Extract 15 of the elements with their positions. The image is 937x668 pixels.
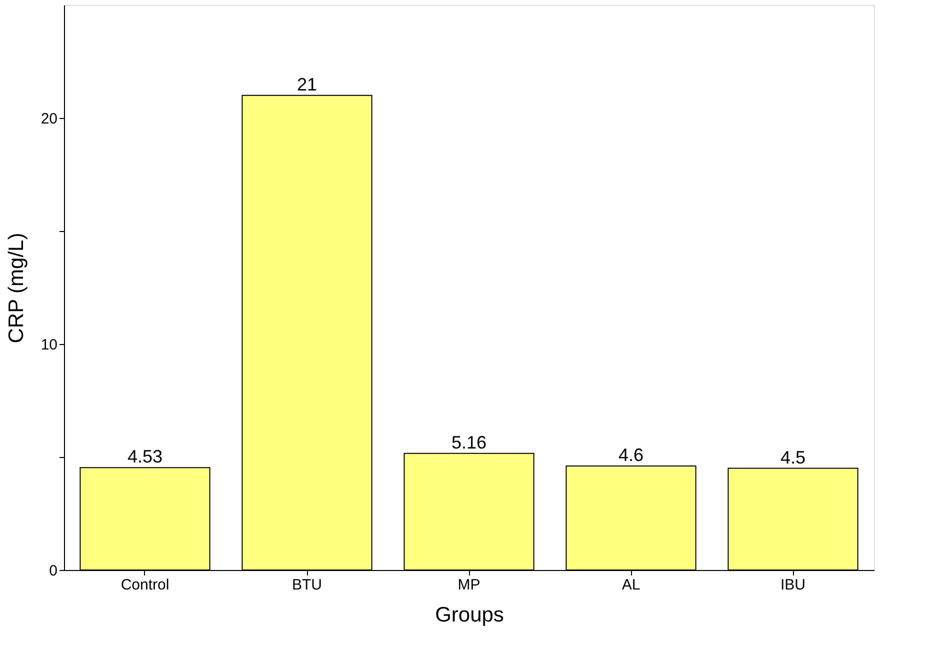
y-tick-label: 20 [40, 110, 58, 128]
data-label: 5.16 [451, 432, 487, 452]
data-label: 4.6 [618, 445, 644, 466]
y-axis-title: CRP (mg/L) [4, 232, 28, 344]
x-tick-label: Control [120, 576, 170, 594]
x-tick-label: AL [622, 576, 640, 594]
data-label: 4.53 [127, 446, 163, 467]
data-label: 21 [296, 74, 318, 94]
data-label: 4.5 [780, 447, 806, 468]
y-tick-label: 10 [40, 336, 58, 354]
x-tick-label: BTU [292, 576, 322, 594]
x-tick-label: IBU [780, 576, 806, 594]
y-tick-label: 0 [49, 562, 58, 580]
x-axis-title: Groups [435, 604, 504, 626]
x-tick-label: MP [458, 576, 480, 594]
